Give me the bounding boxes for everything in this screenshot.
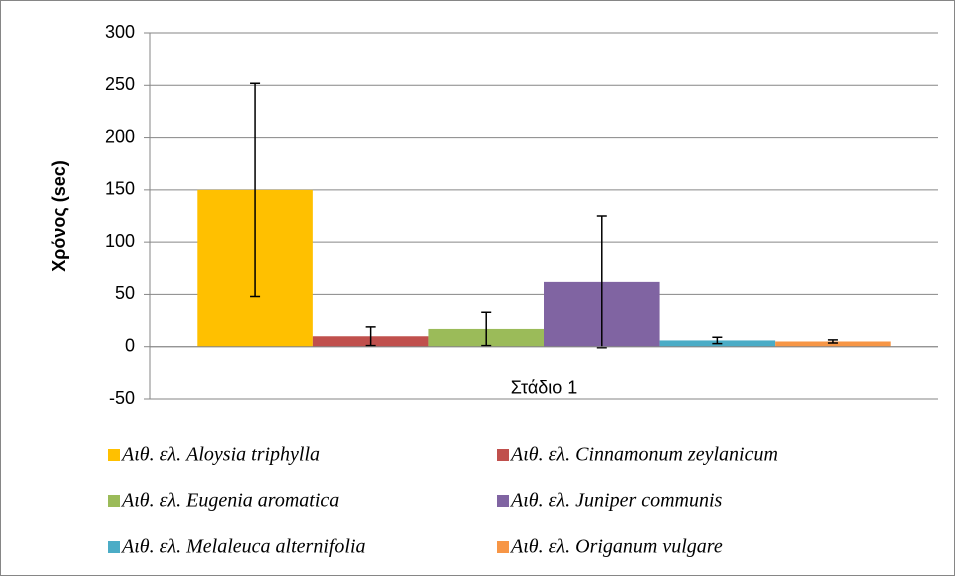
error-bar: [481, 311, 492, 347]
y-axis-label: Χρόνος (sec): [49, 160, 69, 272]
y-tick-label: 300: [105, 22, 135, 42]
x-tick-label: Στάδιο 1: [511, 377, 578, 397]
legend-swatch: [108, 449, 120, 461]
error-bar: [827, 339, 838, 344]
bar: [775, 341, 891, 347]
legend-swatch: [108, 495, 120, 507]
y-tick-label: 150: [105, 179, 135, 199]
error-bar: [596, 215, 607, 349]
legend-label: Αιθ. ελ. Melaleuca alternifolia: [120, 536, 366, 558]
y-tick-label: 100: [105, 231, 135, 251]
y-tick-label: 50: [115, 283, 135, 303]
error-bar: [250, 82, 261, 298]
legend-label: Αιθ. ελ. Aloysia triphylla: [120, 444, 320, 466]
legend-label: Αιθ. ελ. Eugenia aromatica: [120, 490, 339, 512]
y-tick-label: 0: [125, 335, 135, 355]
legend-swatch: [497, 495, 509, 507]
legend-swatch: [497, 449, 509, 461]
error-bar: [365, 326, 376, 347]
y-tick-label: 200: [105, 126, 135, 146]
y-tick-label: 250: [105, 74, 135, 94]
legend-swatch: [497, 541, 509, 553]
legend-label: Αιθ. ελ. Juniper communis: [509, 490, 723, 512]
legend-label: Αιθ. ελ. Cinnamonum zeylanicum: [509, 444, 778, 466]
legend-label: Αιθ. ελ. Origanum vulgare: [509, 536, 723, 558]
y-tick-label: -50: [109, 388, 135, 408]
error-bar: [712, 336, 723, 345]
legend-swatch: [108, 541, 120, 553]
